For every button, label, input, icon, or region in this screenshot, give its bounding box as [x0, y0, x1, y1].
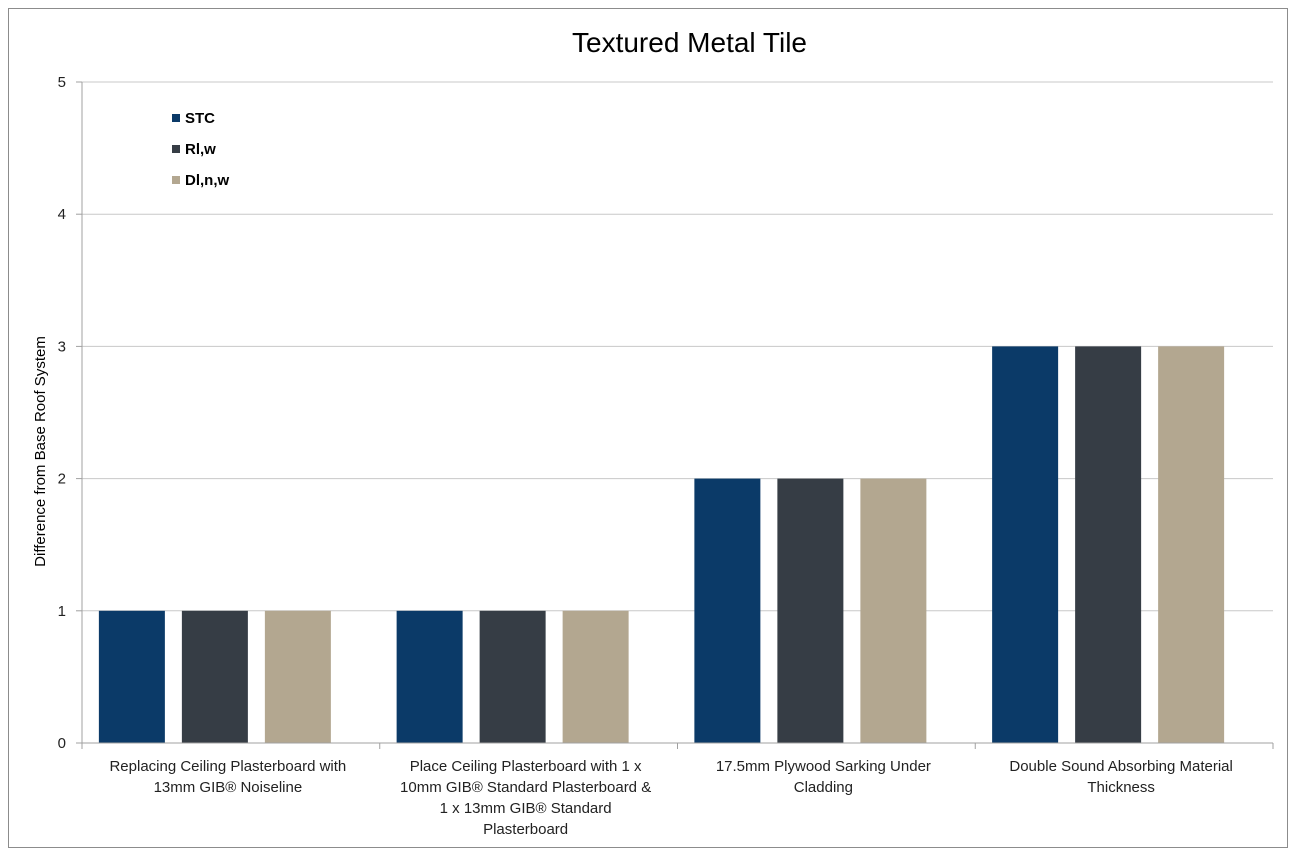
x-category-label: Double Sound Absorbing Material Thickness — [1009, 758, 1232, 796]
y-tick-label: 5 — [58, 74, 66, 91]
y-tick-labels: 0 1 2 3 4 5 — [58, 74, 66, 752]
x-category-label: Place Ceiling Plasterboard with 1 x 10mm … — [400, 758, 651, 838]
legend-label: STC — [185, 110, 215, 127]
y-tick-label: 0 — [58, 735, 66, 752]
y-tick-label: 3 — [58, 338, 66, 355]
bar-rl-w-2 — [777, 478, 844, 743]
legend-swatch — [172, 145, 180, 153]
bar-dl-n-w-2 — [860, 478, 927, 743]
bar-stc-3 — [992, 346, 1059, 743]
category-labels: Replacing Ceiling Plasterboard with 13mm … — [109, 758, 1232, 838]
bar-rl-w-3 — [1075, 346, 1142, 743]
legend-swatch — [172, 114, 180, 122]
bars — [98, 346, 1225, 743]
bar-stc-2 — [694, 478, 761, 743]
bar-rl-w-1 — [479, 610, 546, 743]
y-axis-title: Difference from Base Roof System — [32, 336, 49, 567]
y-tick-label: 4 — [58, 206, 66, 223]
bar-rl-w-0 — [181, 610, 248, 743]
bar-dl-n-w-3 — [1158, 346, 1225, 743]
axes — [76, 81, 1274, 749]
y-tick-label: 1 — [58, 603, 66, 620]
x-category-label: Replacing Ceiling Plasterboard with 13mm … — [109, 758, 346, 796]
x-category-label: 17.5mm Plywood Sarking Under Cladding — [716, 758, 931, 796]
gridlines — [82, 81, 1273, 612]
legend-swatch — [172, 176, 180, 184]
legend-label: Dl,n,w — [185, 172, 229, 189]
legend: STC Rl,w Dl,n,w — [172, 110, 229, 189]
bar-dl-n-w-0 — [264, 610, 331, 743]
bar-stc-1 — [396, 610, 463, 743]
legend-label: Rl,w — [185, 141, 216, 158]
bar-stc-0 — [98, 610, 165, 743]
y-tick-label: 2 — [58, 471, 66, 488]
chart-title: Textured Metal Tile — [572, 27, 807, 58]
bar-dl-n-w-1 — [562, 610, 629, 743]
